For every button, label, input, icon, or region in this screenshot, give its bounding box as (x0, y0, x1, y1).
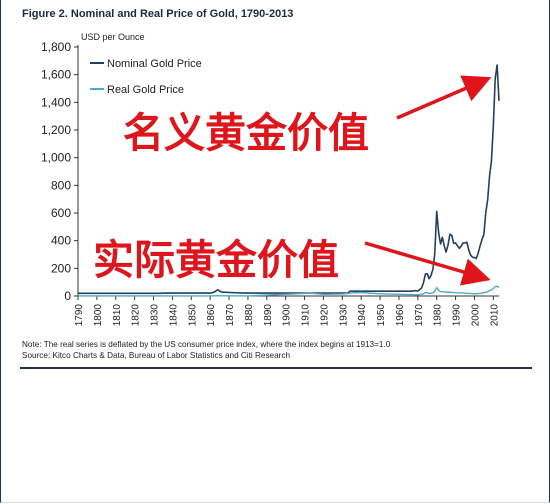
y-tick-label: 1,000 (41, 151, 71, 165)
legend-label: Real Gold Price (107, 84, 184, 96)
y-axis-title: USD per Ounce (81, 32, 145, 42)
x-tick-label: 1980 (433, 304, 444, 327)
real-annotation: 实际黄金价值 (93, 236, 339, 284)
nominal-price-line (78, 64, 500, 295)
x-tick-label: 2000 (470, 304, 481, 327)
x-tick-label: 1790 (74, 304, 85, 327)
y-tick-label: 800 (51, 178, 71, 192)
x-tick-label: 1830 (150, 304, 161, 327)
y-tick-label: 1,200 (41, 123, 71, 137)
x-tick-label: 2010 (489, 304, 500, 327)
axes: 0 200 400 600 800 1,000 1,200 1,400 1,600 1,800 US… (41, 32, 500, 326)
x-tick-label: 1820 (131, 304, 142, 327)
series-lines (78, 64, 500, 297)
x-tick-label: 1810 (112, 304, 123, 327)
real-price-line (78, 285, 500, 297)
note-text: Note: The real series is deflated by the… (22, 340, 391, 349)
x-tick-label: 1800 (93, 304, 104, 327)
y-tick-label: 200 (51, 261, 71, 275)
nominal-annotation: 名义黄金价值 (123, 109, 369, 157)
x-tick-label: 1950 (376, 304, 387, 327)
x-tick-label: 1940 (357, 304, 368, 327)
x-tick-label: 1890 (263, 304, 274, 327)
legend: Nominal Gold Price Real Gold Price (90, 58, 202, 96)
y-tick-label: 0 (64, 289, 71, 303)
nominal-arrow (396, 75, 492, 120)
y-tick-label: 1,800 (41, 40, 71, 54)
source-text: Source: Kitco Charts & Data, Bureau of L… (22, 351, 291, 360)
x-tick-label: 1920 (319, 304, 330, 327)
x-tick-label: 1990 (452, 304, 463, 327)
real-arrow (364, 241, 491, 286)
x-tick-label: 1910 (301, 304, 312, 327)
legend-label: Nominal Gold Price (107, 58, 202, 70)
y-tick-label: 1,600 (41, 68, 71, 82)
y-tick-label: 1,400 (41, 95, 71, 109)
x-tick-label: 1880 (244, 304, 255, 327)
x-tick-label: 1960 (395, 304, 406, 327)
y-tick-label: 400 (51, 234, 71, 248)
figure-footnote: Note: The real series is deflated by the… (22, 339, 522, 361)
gold-price-chart: 0 200 400 600 800 1,000 1,200 1,400 1,600 1,800 US… (41, 32, 500, 326)
figure-title: Figure 2. Nominal and Real Price of Gold… (22, 8, 294, 20)
x-tick-label: 1840 (168, 304, 179, 327)
x-tick-label: 1870 (225, 304, 236, 327)
x-tick-label: 1860 (206, 304, 217, 327)
x-tick-label: 1930 (338, 304, 349, 327)
y-tick-label: 600 (51, 206, 71, 220)
x-tick-label: 1970 (414, 304, 425, 327)
x-tick-label: 1900 (282, 304, 293, 327)
x-tick-label: 1850 (187, 304, 198, 327)
bottom-rule (20, 367, 532, 369)
